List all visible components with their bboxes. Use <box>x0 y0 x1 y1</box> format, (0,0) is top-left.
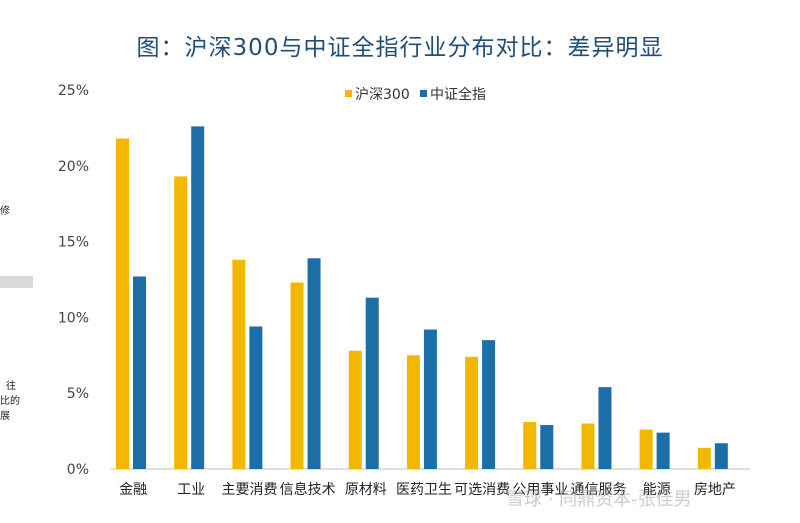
y-tick-label: 0% <box>67 462 89 478</box>
bar-hs300 <box>406 355 420 469</box>
bar-csi-all <box>482 340 496 469</box>
y-tick-label: 20% <box>58 159 89 175</box>
x-tick-label: 主要消费 <box>221 482 277 498</box>
x-tick-label: 房地产 <box>694 482 736 498</box>
side-fragment-4: 展 <box>0 411 10 422</box>
side-fragment-2: 往 <box>6 381 16 392</box>
bar-csi-all <box>598 387 612 469</box>
x-tick-label: 通信服务 <box>571 482 627 498</box>
chart-title: 图：沪深300与中证全指行业分布对比：差异明显 <box>136 35 664 61</box>
bar-hs300 <box>116 138 129 469</box>
x-tick-label: 可选消费 <box>454 482 510 498</box>
x-tick-label: 信息技术 <box>280 481 336 498</box>
bar-hs300 <box>523 422 537 469</box>
side-gray-bar <box>0 276 33 288</box>
y-tick-label: 25% <box>58 83 89 99</box>
bar-csi-all <box>540 425 554 469</box>
legend-label: 沪深300 <box>355 87 410 103</box>
bar-hs300 <box>290 282 304 469</box>
legend-label: 中证全指 <box>430 86 486 103</box>
bar-csi-all <box>133 276 146 469</box>
bar-hs300 <box>174 176 188 470</box>
bar-csi-all <box>191 126 205 469</box>
legend-swatch <box>345 90 352 97</box>
x-tick-label: 公用事业 <box>512 482 568 498</box>
y-tick-label: 10% <box>58 310 89 326</box>
bar-hs300 <box>232 259 246 469</box>
bar-hs300 <box>465 356 479 469</box>
watermark: 雪球 · 同鼎资本-张佳男 <box>506 489 692 510</box>
x-tick-label: 医药卫生 <box>396 482 452 498</box>
side-fragment-1: 修 <box>0 206 10 217</box>
x-tick-label: 金融 <box>119 482 147 498</box>
bar-csi-all <box>423 329 437 469</box>
bar-hs300 <box>697 447 711 469</box>
side-fragment-3: 比的 <box>0 396 20 407</box>
bar-csi-all <box>249 326 263 469</box>
bar-csi-all <box>714 443 728 469</box>
x-tick-label: 原材料 <box>345 482 387 498</box>
x-tick-label: 能源 <box>643 482 671 498</box>
bar-hs300 <box>581 423 595 469</box>
y-tick-label: 5% <box>67 386 89 402</box>
bar-csi-all <box>365 297 379 469</box>
y-tick-label: 15% <box>58 235 89 251</box>
bar-hs300 <box>348 350 362 469</box>
bar-hs300 <box>639 429 653 469</box>
bar-csi-all <box>307 258 321 469</box>
legend-swatch <box>420 90 427 97</box>
x-tick-label: 工业 <box>177 482 205 498</box>
bar-csi-all <box>656 432 670 469</box>
